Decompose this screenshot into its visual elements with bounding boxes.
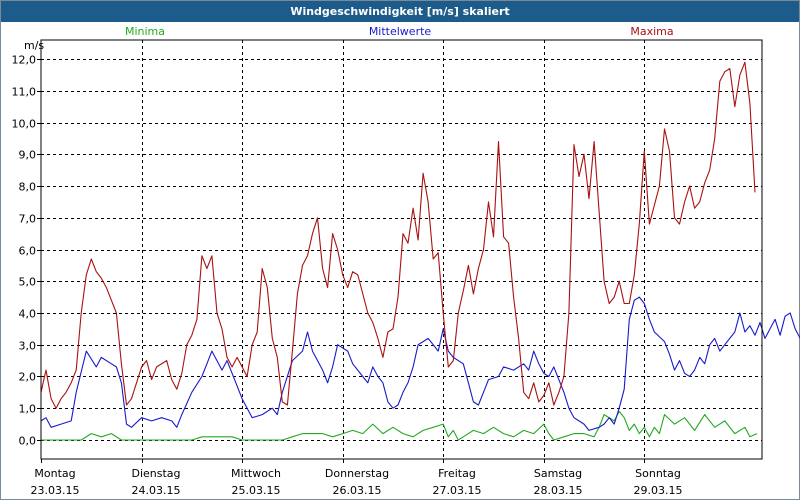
x-tick-date: 24.03.15 [132,484,181,497]
legend-mittelwerte: Mittelwerte [369,25,432,38]
grid [37,40,762,463]
chart-title: Windgeschwindigkeit [m/s] skaliert [1,1,799,22]
x-tick-date: 28.03.15 [534,484,583,497]
x-tick-day: Freitag [438,467,476,480]
series-line-minima [41,410,758,441]
x-tick-day: Montag [34,467,75,480]
y-tick-label: 9,0 [19,149,37,162]
y-tick-label: 5,0 [19,276,37,289]
y-tick-label: 0,0 [19,435,37,448]
x-tick-date: 23.03.15 [31,484,80,497]
x-tick-date: 29.03.15 [634,484,683,497]
y-tick-label: 6,0 [19,245,37,258]
legend-minima: Minima [125,25,165,38]
series-line-mittelwerte [40,296,800,431]
y-axis-unit: m/s [24,39,44,52]
plot-area-border [40,39,763,460]
y-tick-label: 11,0 [12,86,37,99]
y-tick-labels: 0,0 1,0 2,0 3,0 4,0 5,0 6,0 7,0 8,0 9,0 10,0 11,0 12… [12,54,37,448]
x-tick-day: Donnerstag [325,467,389,480]
x-tick-date: 25.03.15 [232,484,281,497]
x-tick-labels: Montag 23.03.15 Dienstag 24.03.15 Mittwoch 25… [31,467,683,497]
x-tick-day: Mittwoch [231,467,281,480]
y-tick-label: 1,0 [19,403,37,416]
legend-maxima: Maxima [630,25,673,38]
x-tick-date: 27.03.15 [433,484,482,497]
y-tick-label: 8,0 [19,181,37,194]
y-tick-label: 7,0 [19,213,37,226]
x-tick-date: 26.03.15 [333,484,382,497]
y-tick-label: 2,0 [19,371,37,384]
x-tick-day: Samstag [534,467,582,480]
y-tick-label: 10,0 [12,118,37,131]
series-line-maxima [40,61,756,409]
x-tick-day: Sonntag [635,467,681,480]
y-tick-label: 4,0 [19,308,37,321]
series-lines [40,61,800,441]
y-tick-label: 3,0 [19,340,37,353]
y-tick-label: 12,0 [12,54,37,67]
x-tick-day: Dienstag [131,467,180,480]
